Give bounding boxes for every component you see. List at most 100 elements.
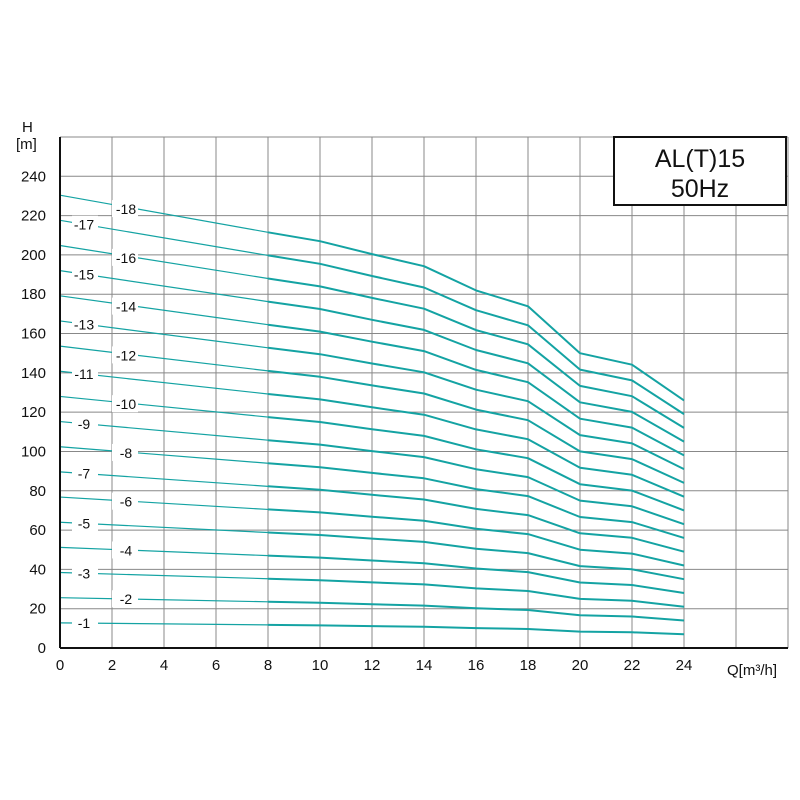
curve-label-10: -10 [116, 396, 136, 412]
curve-label-bg [72, 614, 98, 632]
curve-17 [267, 254, 685, 415]
curve-label-3: -3 [78, 565, 91, 581]
x-tick-label: 20 [572, 657, 589, 674]
y-tick-label: 20 [29, 601, 46, 618]
x-tick-label: 18 [520, 657, 537, 674]
curve-label-14: -14 [116, 299, 136, 315]
curve-label-4: -4 [120, 542, 133, 558]
curve-label-11: -11 [74, 366, 93, 382]
curve-6-extension [59, 496, 269, 511]
curve-label-16: -16 [116, 250, 136, 266]
curve-label-18: -18 [116, 201, 136, 217]
curve-18-extension [59, 194, 269, 233]
chart-title: AL(T)15 [655, 145, 745, 173]
x-tick-label: 12 [364, 657, 381, 674]
curve-label-17: -17 [74, 217, 94, 233]
curve-13 [267, 346, 685, 470]
y-tick-label: 60 [29, 522, 46, 539]
y-tick-label: 120 [21, 404, 46, 421]
curve-14 [267, 323, 685, 457]
x-tick-label: 16 [468, 657, 485, 674]
curve-6 [267, 508, 685, 567]
curve-10 [267, 416, 685, 512]
curve-labels: -1 -2 -3 -4 -5 -6 -7 -8 -9 -10 -11 -12 -13 -14 -15 -16 -… [72, 200, 138, 632]
curve-label-13: -13 [74, 316, 94, 332]
y-tick-label: 40 [29, 561, 46, 578]
x-axis-label: Q[m³/h] [727, 662, 777, 679]
y-tick-label: 0 [38, 640, 46, 657]
curve-14-extension [59, 295, 269, 326]
curve-2-extension [59, 597, 269, 603]
curve-label-bg [72, 365, 98, 383]
x-tick-label: 14 [416, 657, 433, 674]
curve-label-bg [72, 514, 98, 532]
curve-4 [267, 554, 685, 594]
curve-11 [267, 393, 685, 498]
curve-15 [267, 300, 685, 443]
curve-label-bg [112, 346, 138, 364]
x-tick-label: 10 [312, 657, 329, 674]
curve-16 [267, 277, 685, 429]
curve-7 [267, 485, 685, 553]
x-tick-label: 2 [108, 657, 116, 674]
curve-12-extension [59, 345, 269, 372]
y-axis-symbol: H [22, 119, 33, 136]
curve-label-bg [112, 541, 138, 559]
curve-label-7: -7 [78, 466, 91, 482]
y-tick-label: 80 [29, 483, 46, 500]
curve-10-extension [59, 395, 269, 418]
x-tick-label: 8 [264, 657, 272, 674]
y-tick-label: 220 [21, 208, 46, 225]
curve-label-bg [112, 297, 138, 315]
x-tick-label: 24 [676, 657, 693, 674]
curve-label-bg [72, 464, 98, 482]
curve-3 [267, 577, 685, 608]
curve-label-bg [112, 492, 138, 510]
x-tick-label: 0 [56, 657, 64, 674]
curve-label-5: -5 [78, 516, 91, 532]
curve-label-1: -1 [78, 615, 91, 631]
curve-label-bg [72, 414, 98, 432]
curve-18 [267, 231, 685, 402]
curve-label-bg [72, 265, 98, 283]
curve-label-bg [72, 315, 98, 333]
curve-1 [267, 623, 685, 636]
curve-8 [267, 462, 685, 539]
curve-label-15: -15 [74, 267, 94, 283]
curve-label-bg [112, 443, 138, 461]
title-box: AL(T)15 50Hz [613, 136, 787, 206]
curve-label-bg [112, 200, 138, 218]
curve-9 [267, 439, 685, 526]
curve-4-extension [59, 546, 269, 557]
y-axis-unit: [m] [16, 136, 37, 153]
curve-label-bg [112, 248, 138, 266]
y-tick-label: 240 [21, 168, 46, 185]
curve-label-bg [112, 395, 138, 413]
curve-12 [267, 369, 685, 484]
curve-label-2: -2 [120, 591, 133, 607]
chart-subtitle: 50Hz [671, 175, 729, 203]
title-box-frame [613, 136, 787, 206]
curve-label-bg [112, 590, 138, 608]
curve-label-12: -12 [116, 347, 136, 363]
y-tick-label: 100 [21, 443, 46, 460]
curve-2 [267, 600, 685, 622]
x-tick-label: 22 [624, 657, 641, 674]
curve-label-8: -8 [120, 445, 133, 461]
axes [59, 137, 788, 649]
y-tick-labels: 0 20 40 60 80 100 120 140 160 180 200 220 240 [21, 168, 46, 657]
curve-label-bg [72, 564, 98, 582]
curve-5 [267, 531, 685, 581]
curve-label-bg [72, 215, 98, 233]
y-tick-label: 200 [21, 247, 46, 264]
y-tick-label: 180 [21, 286, 46, 303]
y-tick-label: 140 [21, 365, 46, 382]
x-tick-label: 4 [160, 657, 168, 674]
curve-label-9: -9 [78, 416, 91, 432]
curve-label-6: -6 [120, 494, 133, 510]
x-tick-labels: 0 2 4 6 8 10 12 14 16 18 20 22 24 [56, 657, 693, 674]
x-tick-label: 6 [212, 657, 220, 674]
curve-16-extension [59, 244, 269, 280]
curve-8-extension [59, 446, 269, 464]
